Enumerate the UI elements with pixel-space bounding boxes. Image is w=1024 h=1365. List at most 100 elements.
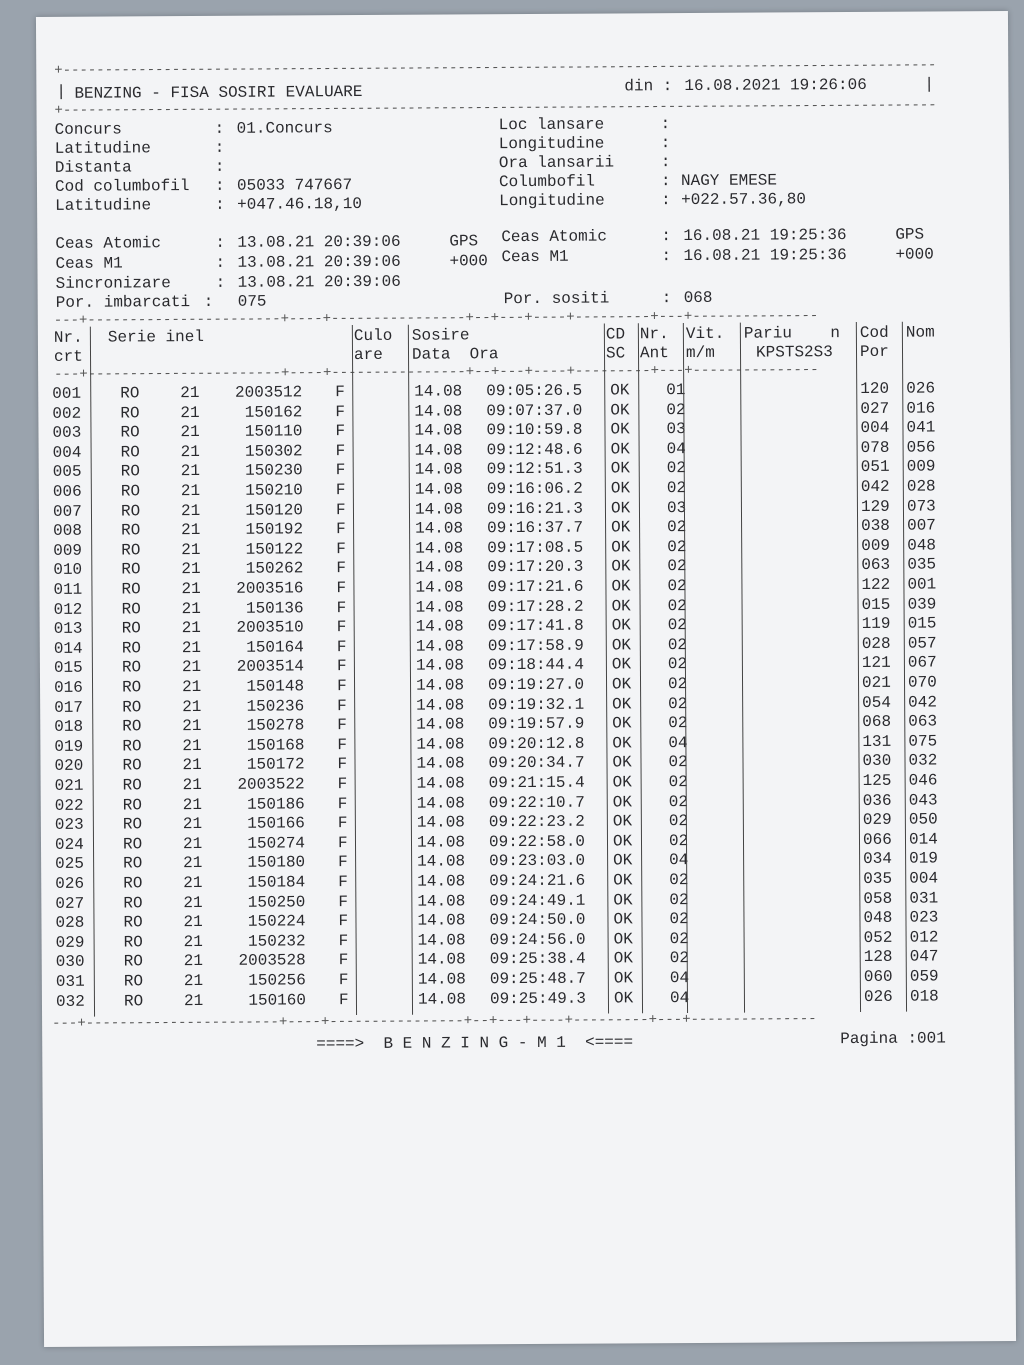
arrival-time: 09:16:37.7 <box>487 518 584 538</box>
row-nr: 029 <box>55 933 85 952</box>
country: RO <box>123 913 143 932</box>
info-label: Ora lansarii <box>498 153 615 173</box>
sex: F <box>336 520 346 539</box>
arrival-date: 14.08 <box>415 676 465 695</box>
arrival-time: 09:20:34.7 <box>488 754 585 773</box>
row-nr: 017 <box>54 698 84 717</box>
year: 21 <box>183 932 203 951</box>
sex: F <box>335 441 346 460</box>
nom: 032 <box>908 751 938 771</box>
cod-por: 038 <box>861 516 890 536</box>
ring-number: 150224 <box>247 912 306 931</box>
year: 21 <box>183 991 204 1010</box>
arrival-time: 09:12:48.6 <box>486 440 583 460</box>
row-nr: 003 <box>52 423 82 443</box>
sex: F <box>337 814 348 833</box>
sex: F <box>338 892 349 911</box>
cod-por: 034 <box>863 850 892 869</box>
status: OK <box>610 420 630 439</box>
nom: 041 <box>906 418 936 437</box>
row-nr: 007 <box>52 502 82 521</box>
status: OK <box>612 812 633 831</box>
country: RO <box>123 952 143 971</box>
info-value: 05033 747667 <box>236 176 353 195</box>
row-nr: 014 <box>53 639 83 658</box>
year: 21 <box>183 913 203 932</box>
nom: 023 <box>909 908 939 927</box>
nom: 015 <box>907 614 937 633</box>
arrival-time: 09:19:57.9 <box>488 714 585 734</box>
arrival-time: 09:24:21.6 <box>489 871 586 891</box>
row-nr: 019 <box>54 737 84 756</box>
arrival-date: 14.08 <box>417 931 466 950</box>
sex: F <box>336 539 346 558</box>
clock-value: 13.08.21 20:39:06 <box>237 252 401 272</box>
year: 21 <box>182 756 202 775</box>
country: RO <box>122 795 143 815</box>
arrival-date: 14.08 <box>415 656 464 676</box>
year: 21 <box>182 795 203 814</box>
nom: 012 <box>909 928 939 947</box>
cod-por: 120 <box>860 379 890 398</box>
arrival-date: 14.08 <box>417 872 466 891</box>
clock-suffix: GPS <box>895 225 925 244</box>
row-nr: 009 <box>53 541 83 560</box>
sex: F <box>336 598 347 617</box>
info-colon: : <box>214 119 225 138</box>
sex: F <box>336 677 347 696</box>
nom: 059 <box>909 967 939 986</box>
cod-por: 052 <box>863 928 893 947</box>
nom: 042 <box>908 693 938 712</box>
row-nr: 024 <box>54 835 84 854</box>
country: RO <box>122 717 142 736</box>
arrival-time: 09:05:26.5 <box>486 381 583 401</box>
cod-por: 028 <box>861 634 891 653</box>
right-border: | <box>924 75 935 94</box>
col-are: are <box>353 345 383 365</box>
year: 21 <box>182 775 202 795</box>
info-label: Latitudine <box>55 196 152 215</box>
row-nr: 028 <box>55 913 85 933</box>
ring-number: 150262 <box>245 559 304 579</box>
row-nr: 030 <box>55 953 85 972</box>
sex: F <box>337 833 348 852</box>
col-kpsts: KPSTS2S3 <box>755 343 833 362</box>
sex: F <box>336 559 346 578</box>
arrival-date: 14.08 <box>414 480 463 499</box>
col-cd: CD <box>605 325 626 344</box>
year: 21 <box>183 854 203 873</box>
col-sosire: Sosire <box>411 326 470 345</box>
arrival-time: 09:25:38.4 <box>489 950 586 969</box>
report-title: BENZING - FISA SOSIRI EVALUARE <box>74 82 363 103</box>
year: 21 <box>182 834 203 853</box>
cod-por: 036 <box>862 791 892 810</box>
ring-number: 2003510 <box>236 618 304 637</box>
ring-number: 150278 <box>246 716 305 735</box>
col-sc: SC <box>605 344 626 363</box>
nom: 009 <box>906 457 936 477</box>
sex: F <box>336 657 347 676</box>
country: RO <box>120 384 140 403</box>
status: OK <box>613 969 634 988</box>
clock-label: Ceas Atomic <box>55 234 162 253</box>
year: 21 <box>181 677 202 697</box>
cod-por: 122 <box>861 575 891 594</box>
ring-number: 150168 <box>246 736 305 755</box>
row-nr: 032 <box>55 992 85 1011</box>
year: 21 <box>181 599 201 618</box>
status: OK <box>613 988 634 1008</box>
country: RO <box>120 482 141 501</box>
status: OK <box>611 616 631 635</box>
sex: F <box>338 853 348 872</box>
nom: 035 <box>907 555 937 575</box>
nom: 047 <box>909 947 939 967</box>
arrival-date: 14.08 <box>417 911 466 930</box>
country: RO <box>123 854 143 873</box>
nom: 050 <box>908 810 938 829</box>
arrival-date: 14.08 <box>415 558 464 578</box>
status: OK <box>612 714 632 733</box>
sex: F <box>335 461 346 480</box>
cod-por: 119 <box>861 614 891 634</box>
page-number: Pagina :001 <box>840 1029 946 1049</box>
arrival-time: 09:17:21.6 <box>487 577 584 597</box>
